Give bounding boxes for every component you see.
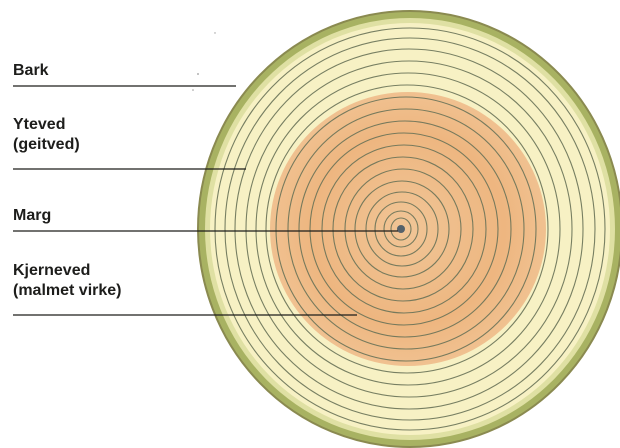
label-kjerneved-line2: (malmet virke) — [13, 282, 122, 299]
growth-ring — [365, 191, 439, 267]
growth-ring — [265, 84, 549, 374]
pith — [397, 225, 405, 233]
growth-ring — [287, 108, 525, 350]
label-marg-text: Marg — [13, 207, 52, 224]
speck — [192, 89, 194, 91]
growth-ring — [309, 132, 499, 326]
label-bark-text: Bark — [13, 62, 49, 79]
leader-lines — [13, 85, 398, 316]
label-kjerneved-line1: Kjerneved — [13, 262, 91, 279]
growth-ring — [383, 210, 419, 248]
growth-ring — [298, 120, 512, 338]
label-marg: Marg — [13, 206, 51, 226]
growth-ring — [234, 48, 584, 410]
growth-ring — [275, 96, 537, 362]
growth-ring — [344, 168, 462, 290]
growth-rings — [214, 27, 606, 431]
growth-ring — [245, 60, 573, 398]
label-yteved-line1: Yteved — [13, 116, 66, 133]
heartwood — [270, 92, 546, 366]
speck — [214, 32, 216, 34]
growth-ring — [224, 37, 596, 421]
growth-ring — [321, 144, 487, 314]
growth-ring — [255, 72, 561, 386]
growth-ring — [374, 201, 428, 257]
speck — [197, 73, 199, 75]
label-yteved-line2: (geitved) — [13, 136, 80, 153]
growth-ring — [332, 156, 474, 302]
growth-ring — [390, 217, 412, 241]
specks — [192, 32, 216, 91]
label-yteved: Yteved (geitved) — [13, 115, 80, 155]
growth-ring — [354, 180, 450, 278]
label-kjerneved: Kjerneved (malmet virke) — [13, 261, 122, 301]
growth-ring — [214, 27, 606, 431]
label-bark: Bark — [13, 61, 49, 81]
